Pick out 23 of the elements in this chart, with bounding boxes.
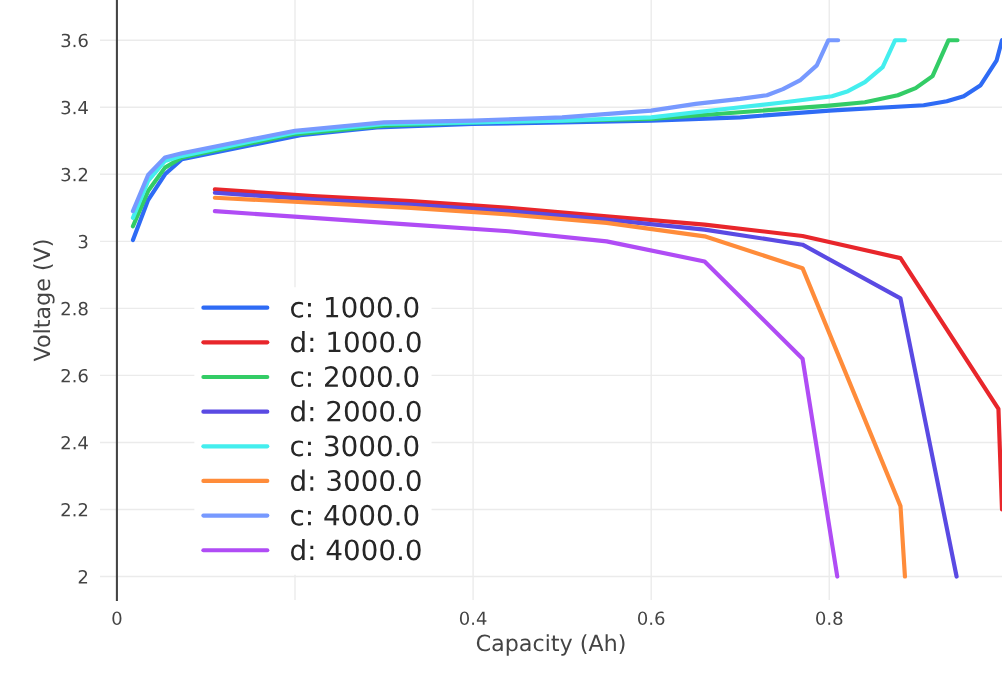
y-tick-label: 3.4 [61,100,88,115]
legend-label: c: 3000.0 [291,435,419,457]
y-tick-label: 3.2 [61,167,88,182]
x-tick-label: 0.6 [638,611,665,626]
legend-label: d: 1000.0 [291,330,421,353]
x-tick-label: 0.4 [459,611,487,626]
x-axis-title: Capacity (Ah) [476,634,625,656]
x-tick-label: 0.8 [816,611,843,626]
y-axis-title: Voltage (V) [33,240,55,362]
y-tick-label: 3 [78,234,88,249]
legend-label: d: 2000.0 [291,400,421,422]
legend-label: c: 1000.0 [291,296,419,318]
y-tick-label: 2 [78,570,88,584]
y-tick-label: 2.4 [61,435,88,450]
legend-label: d: 3000.0 [291,469,421,492]
legend-label: c: 2000.0 [291,366,419,388]
y-tick-label: 2.8 [61,301,88,316]
x-tick-label: 0 [112,611,122,626]
legend-label: d: 4000.0 [291,538,421,561]
legend-label: c: 4000.0 [291,504,419,526]
y-tick-label: 3.6 [61,33,88,48]
y-tick-label: 2.2 [61,502,88,517]
y-tick-label: 2.6 [61,368,88,383]
